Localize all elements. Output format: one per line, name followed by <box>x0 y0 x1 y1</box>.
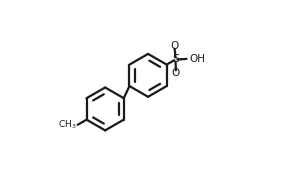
Text: OH: OH <box>190 54 206 64</box>
Text: S: S <box>172 55 179 64</box>
Text: O: O <box>170 41 179 51</box>
Text: CH$_3$: CH$_3$ <box>58 119 77 131</box>
Text: O: O <box>172 68 180 78</box>
